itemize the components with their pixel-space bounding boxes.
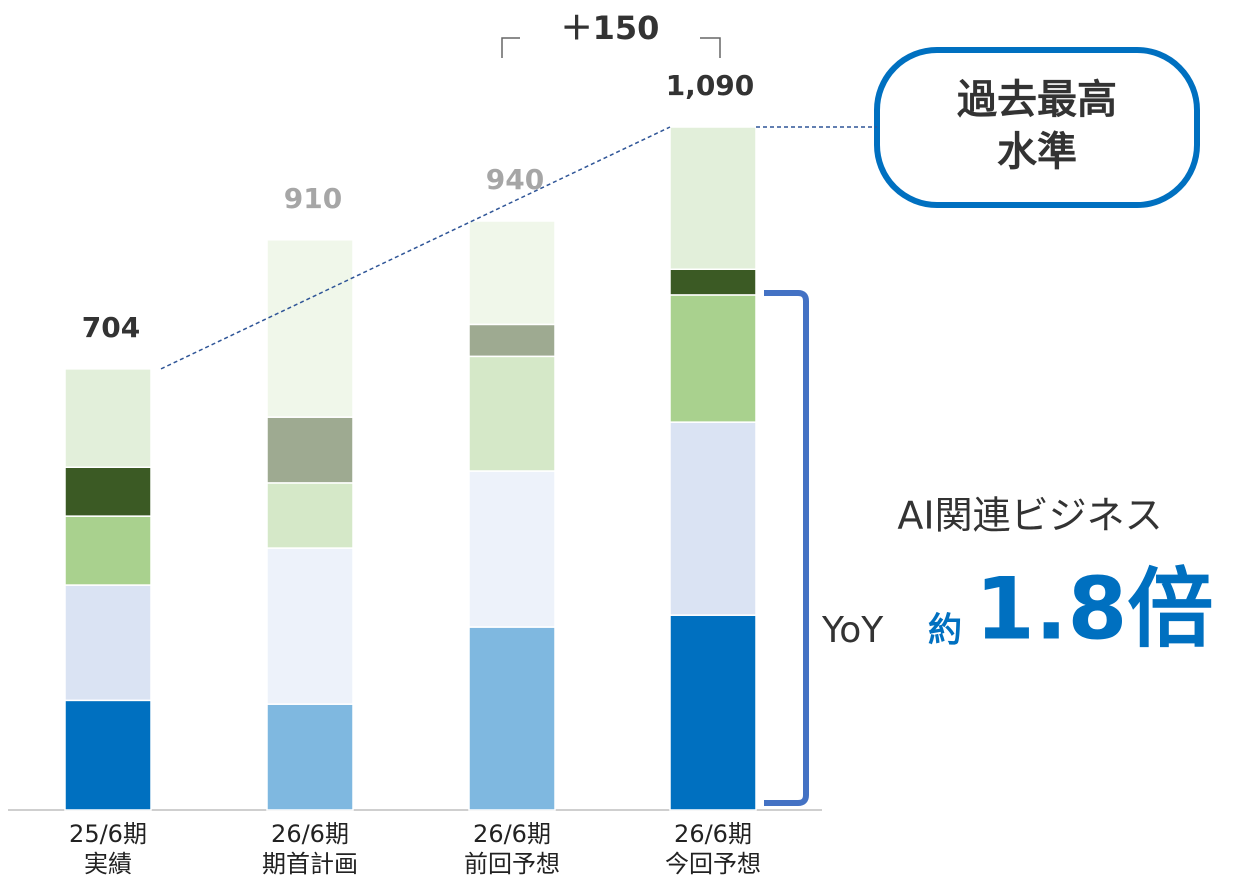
x-tick-label: 実績: [84, 850, 132, 878]
difference-bracket: [501, 37, 721, 58]
x-tick-label: 前回予想: [464, 850, 560, 878]
bar-segment: [468, 470, 556, 628]
growth-prefix: YoY: [821, 610, 884, 651]
bar-segment: [468, 323, 556, 358]
x-tick-label: 26/6期: [674, 820, 752, 848]
total-label: 940: [486, 163, 544, 196]
bar-segment: [266, 482, 354, 549]
bar-segment: [266, 416, 354, 484]
bar-segment: [468, 626, 556, 811]
x-tick-label: 26/6期: [473, 820, 551, 848]
growth-value: 1.8倍: [975, 559, 1213, 659]
bar-segment: [266, 547, 354, 705]
total-label: 704: [82, 311, 140, 344]
bar-segment: [669, 126, 757, 270]
bar-segment: [64, 699, 152, 811]
bar-segment: [669, 614, 757, 811]
bar-segment: [468, 355, 556, 472]
callout-line: 過去最高: [957, 77, 1117, 123]
trend-line: [160, 126, 671, 370]
callout-line: 水準: [997, 129, 1077, 175]
difference-label: ＋150: [561, 9, 660, 47]
bar-segment: [468, 220, 556, 326]
x-tick-label: 26/6期: [271, 820, 349, 848]
growth-approx: 約: [928, 611, 962, 651]
total-label: 910: [284, 182, 342, 215]
callout-box: [874, 47, 1200, 208]
x-tick-label: 25/6期: [69, 820, 147, 848]
bar-segment: [266, 703, 354, 811]
x-tick-label: 今回予想: [665, 850, 761, 878]
bar-segment: [669, 294, 757, 423]
bar-segment: [669, 421, 757, 616]
bar-segment: [64, 466, 152, 517]
bar-segment: [64, 584, 152, 702]
bar-segment: [64, 515, 152, 586]
total-label: 1,090: [666, 69, 755, 102]
ai-bracket: [764, 290, 809, 806]
bar-segment: [266, 239, 354, 418]
x-tick-label: 期首計画: [262, 850, 358, 878]
bar-segment: [64, 368, 152, 468]
bar-segment: [669, 268, 757, 296]
annotation: AI関連ビジネス: [897, 494, 1162, 538]
